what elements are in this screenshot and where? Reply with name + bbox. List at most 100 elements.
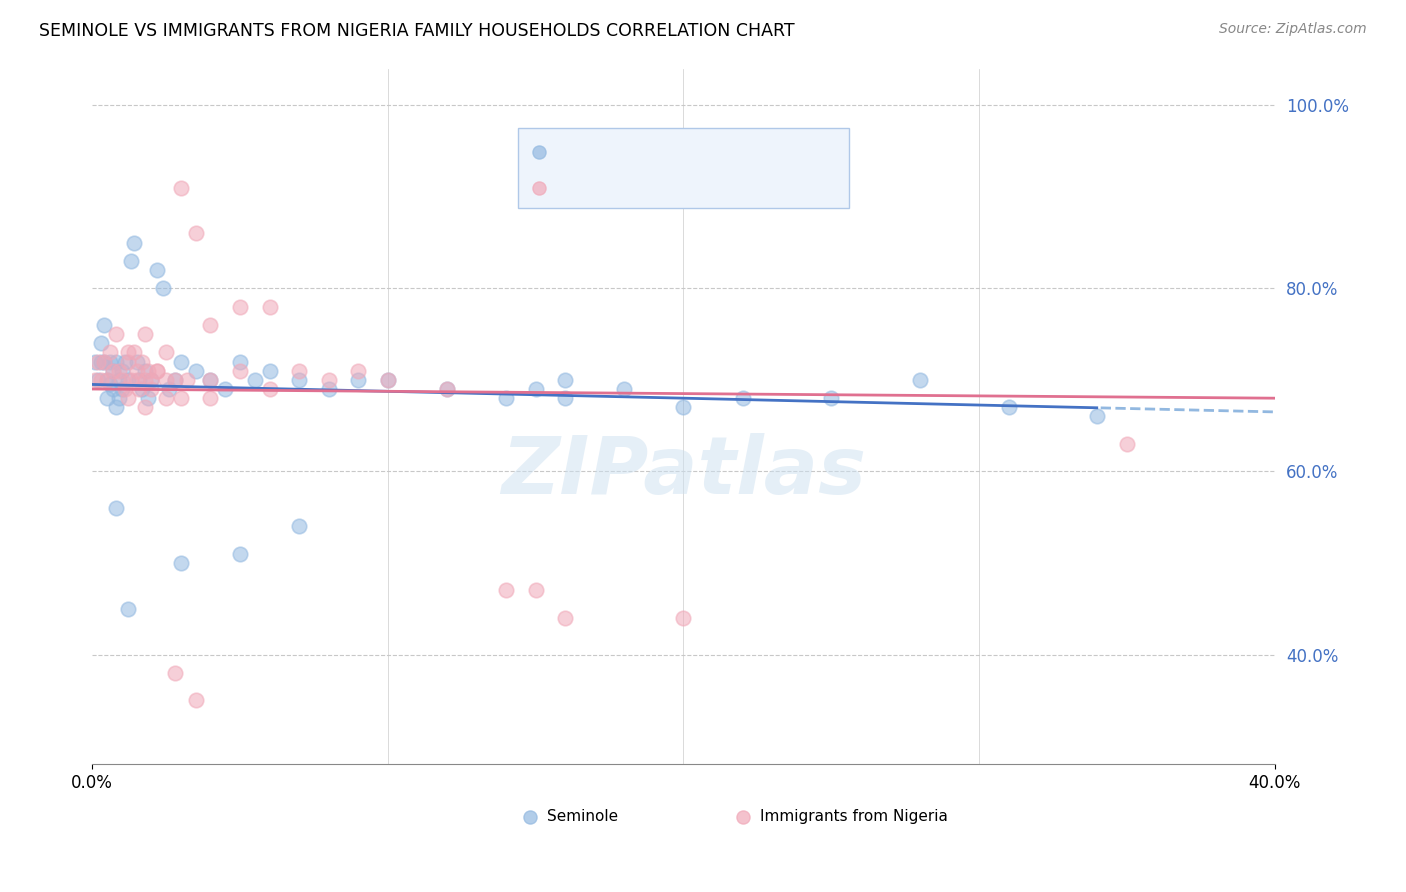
Point bbox=[101, 364, 124, 378]
Point bbox=[111, 373, 134, 387]
Point bbox=[122, 235, 145, 250]
Point bbox=[229, 364, 252, 378]
Point bbox=[184, 364, 207, 378]
Point bbox=[176, 373, 198, 387]
Point bbox=[377, 373, 399, 387]
Point bbox=[997, 401, 1019, 415]
Point bbox=[134, 327, 156, 342]
Point bbox=[200, 373, 222, 387]
Point bbox=[117, 354, 139, 368]
Point bbox=[120, 253, 142, 268]
Point bbox=[672, 401, 695, 415]
Point bbox=[731, 391, 754, 405]
Point bbox=[141, 373, 163, 387]
Point bbox=[554, 611, 576, 625]
Point bbox=[125, 373, 148, 387]
Point bbox=[90, 336, 112, 351]
Point bbox=[131, 354, 153, 368]
Point bbox=[134, 401, 156, 415]
Point bbox=[104, 354, 127, 368]
Point bbox=[495, 583, 517, 598]
Text: N = 55: N = 55 bbox=[723, 179, 785, 197]
Point bbox=[200, 318, 222, 332]
Point bbox=[259, 300, 281, 314]
Point bbox=[318, 373, 340, 387]
Point bbox=[84, 373, 107, 387]
Point bbox=[141, 382, 163, 396]
Point bbox=[157, 382, 180, 396]
Point bbox=[347, 364, 370, 378]
Text: Source: ZipAtlas.com: Source: ZipAtlas.com bbox=[1219, 22, 1367, 37]
Point bbox=[170, 354, 193, 368]
Point bbox=[672, 611, 695, 625]
Point bbox=[101, 382, 124, 396]
Text: Seminole: Seminole bbox=[547, 809, 619, 824]
Point bbox=[820, 391, 842, 405]
Point bbox=[155, 391, 177, 405]
Text: R = -0.070: R = -0.070 bbox=[565, 143, 662, 161]
Point bbox=[495, 391, 517, 405]
Point bbox=[138, 364, 160, 378]
Point bbox=[90, 354, 112, 368]
Point bbox=[184, 227, 207, 241]
Point bbox=[184, 693, 207, 707]
Point bbox=[87, 373, 110, 387]
Point bbox=[524, 583, 547, 598]
Point bbox=[107, 391, 129, 405]
Point bbox=[347, 373, 370, 387]
Point bbox=[155, 345, 177, 359]
Point bbox=[117, 391, 139, 405]
Point bbox=[163, 373, 186, 387]
Point bbox=[243, 373, 266, 387]
Point bbox=[524, 382, 547, 396]
Point bbox=[1198, 255, 1220, 269]
Point bbox=[117, 602, 139, 616]
Point bbox=[146, 364, 169, 378]
Point bbox=[117, 345, 139, 359]
Point bbox=[554, 391, 576, 405]
Point bbox=[288, 519, 311, 533]
Text: Immigrants from Nigeria: Immigrants from Nigeria bbox=[761, 809, 948, 824]
Point bbox=[134, 364, 156, 378]
Point bbox=[170, 556, 193, 570]
Point bbox=[377, 373, 399, 387]
Point bbox=[318, 382, 340, 396]
Point bbox=[122, 345, 145, 359]
Point bbox=[93, 318, 115, 332]
Point bbox=[152, 281, 174, 295]
Text: R = -0.015: R = -0.015 bbox=[565, 179, 662, 197]
Point bbox=[436, 382, 458, 396]
Point bbox=[117, 373, 139, 387]
Point bbox=[131, 382, 153, 396]
Point bbox=[170, 391, 193, 405]
Point bbox=[155, 373, 177, 387]
Point bbox=[128, 382, 150, 396]
Point bbox=[146, 364, 169, 378]
Point bbox=[146, 263, 169, 277]
Point bbox=[288, 364, 311, 378]
Point bbox=[163, 665, 186, 680]
Point bbox=[107, 373, 129, 387]
Text: ZIPatlas: ZIPatlas bbox=[501, 434, 866, 511]
Point bbox=[93, 354, 115, 368]
Point bbox=[96, 391, 118, 405]
Point bbox=[229, 354, 252, 368]
Point bbox=[104, 401, 127, 415]
Point bbox=[93, 354, 115, 368]
Point bbox=[229, 547, 252, 561]
Point bbox=[90, 373, 112, 387]
Point bbox=[114, 382, 136, 396]
Point bbox=[138, 391, 160, 405]
Point bbox=[84, 354, 107, 368]
Point bbox=[170, 180, 193, 194]
Point bbox=[104, 327, 127, 342]
Point bbox=[98, 354, 121, 368]
Point bbox=[141, 373, 163, 387]
Point bbox=[104, 501, 127, 516]
Point bbox=[229, 300, 252, 314]
Point bbox=[96, 373, 118, 387]
Point bbox=[163, 373, 186, 387]
Point bbox=[259, 382, 281, 396]
Point bbox=[120, 373, 142, 387]
Point bbox=[1198, 208, 1220, 222]
